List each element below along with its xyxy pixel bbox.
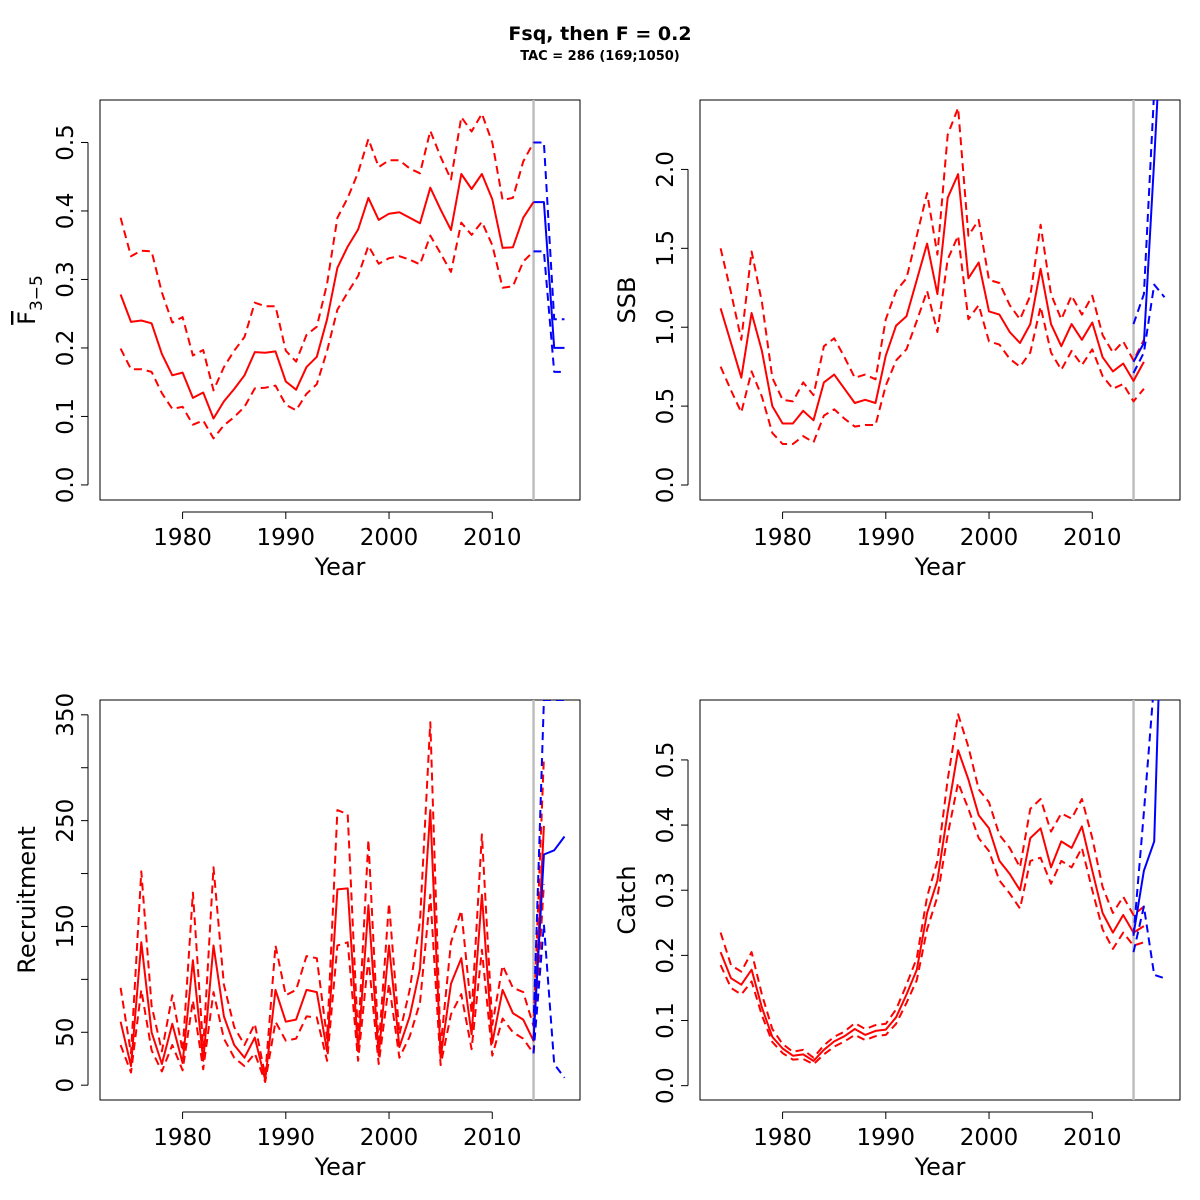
ssb-plot-frame <box>699 99 1181 501</box>
panel-recruitment: 1980 1990 2000 2010 Year 0 50 150 250 350 Recruitm… <box>13 693 581 1181</box>
recruitment-x-axis-label: Year <box>314 1153 366 1181</box>
catch-y-tick-label: 0.5 <box>653 742 679 779</box>
recruitment-x-tick-label: 1990 <box>257 1125 316 1151</box>
ssb-y-tick-label: 1.5 <box>653 230 679 267</box>
catch-x-tick-label: 1980 <box>753 1125 812 1151</box>
fbar-y-axis-label: F3−5 <box>13 275 47 325</box>
fbar-x-tick-label: 2000 <box>360 525 419 551</box>
fbar-x-tick-label: 1990 <box>257 525 316 551</box>
fbar-y-axis-label-main: F <box>13 311 41 325</box>
recruitment-series-projection-median <box>532 835 566 1041</box>
recruitment-plot-frame <box>99 699 581 1101</box>
catch-series-historic-upper <box>719 713 1145 1059</box>
catch-x-tick-label: 1990 <box>857 1125 916 1151</box>
ssb-y-tick-label: 0.5 <box>653 388 679 425</box>
ssb-x-tick-label: 2000 <box>960 525 1019 551</box>
ssb-y-tick-label: 0.0 <box>653 467 679 504</box>
fbar-y-tick-label: 0.1 <box>53 398 79 435</box>
fbar-y-tick-label: 0.4 <box>53 193 79 230</box>
ssb-y-tick-label: 1.0 <box>653 309 679 346</box>
recruitment-series-historic-upper <box>119 721 545 1077</box>
recruitment-y-axis-label: Recruitment <box>13 826 41 973</box>
recruitment-series-projection-upper <box>532 700 565 1026</box>
ssb-series-projection-lower <box>1132 283 1166 374</box>
fbar-plot-frame <box>99 99 581 501</box>
recruitment-series-historic-median <box>119 809 545 1081</box>
recruitment-y-tick-label: 350 <box>53 693 79 737</box>
figure-title: Fsq, then F = 0.2 <box>508 23 691 45</box>
ssb-series-historic-lower <box>719 234 1145 445</box>
recruitment-series-projection-lower <box>532 923 566 1079</box>
catch-y-tick-label: 0.1 <box>653 1002 679 1039</box>
panel-ssb: 1980 1990 2000 2010 Year 0.0 0.5 1.0 1.5 2.0 SSB <box>613 99 1181 581</box>
fbar-x-axis-label: Year <box>314 553 366 581</box>
catch-y-tick-label: 0.0 <box>653 1067 679 1104</box>
fbar-series-historic-upper <box>119 112 535 392</box>
fbar-y-tick-label: 0.5 <box>53 124 79 161</box>
ssb-x-tick-label: 2010 <box>1063 525 1122 551</box>
catch-x-axis-label: Year <box>914 1153 966 1181</box>
catch-x-tick-label: 2000 <box>960 1125 1019 1151</box>
recruitment-y-tick-label: 250 <box>53 799 79 843</box>
recruitment-x-tick-label: 2000 <box>360 1125 419 1151</box>
ssb-x-axis-label: Year <box>914 553 966 581</box>
fbar-series-projection-upper <box>533 141 565 321</box>
ssb-x-tick-label: 1980 <box>753 525 812 551</box>
recruitment-y-tick-label: 0 <box>53 1078 79 1093</box>
catch-y-tick-label: 0.3 <box>653 872 679 909</box>
catch-series-projection-lower <box>1132 905 1165 980</box>
catch-plot-frame <box>699 699 1181 1101</box>
catch-series-projection-upper <box>1132 700 1154 936</box>
fbar-series-projection-median <box>533 201 565 349</box>
recruitment-data-area <box>119 700 566 1100</box>
fbar-x-tick-label: 2010 <box>463 525 522 551</box>
fbar-x-tick-label: 1980 <box>153 525 212 551</box>
fbar-series-projection-lower <box>533 250 565 373</box>
catch-series-projection-median <box>1132 700 1160 935</box>
catch-data-area <box>719 700 1165 1100</box>
fbar-y-tick-label: 0.0 <box>53 467 79 504</box>
catch-series-historic-median <box>719 749 1145 1062</box>
ssb-series-historic-upper <box>719 106 1145 403</box>
fbar-data-area <box>119 100 565 500</box>
recruitment-x-tick-label: 2010 <box>463 1125 522 1151</box>
recruitment-y-tick-label: 150 <box>53 905 79 949</box>
ssb-series-projection-upper <box>1132 100 1155 325</box>
ssb-x-tick-label: 1990 <box>857 525 916 551</box>
figure-subtitle: TAC = 286 (169;1050) <box>520 49 679 64</box>
fbar-series-historic-median <box>119 173 535 420</box>
recruitment-y-tick-label: 50 <box>53 1018 79 1047</box>
catch-y-tick-label: 0.4 <box>653 807 679 844</box>
ssb-y-tick-label: 2.0 <box>653 151 679 188</box>
ssb-data-area <box>719 100 1166 500</box>
catch-y-tick-label: 0.2 <box>653 937 679 974</box>
fbar-y-tick-label: 0.2 <box>53 330 79 367</box>
catch-y-axis-label: Catch <box>613 865 641 934</box>
catch-x-tick-label: 2010 <box>1063 1125 1122 1151</box>
ssb-series-projection-median <box>1132 100 1159 363</box>
fbar-y-axis-label-sub: 3−5 <box>27 275 47 311</box>
panel-fbar: 1980 1990 2000 2010 Year 0.0 0.1 0.2 0.3 0.4 0.5 F3… <box>13 99 581 581</box>
recruitment-series-historic-lower <box>119 884 545 1083</box>
panels: 1980 1990 2000 2010Year0.00.10.20.30.40.5F3… <box>13 99 1181 1181</box>
ssb-y-axis-label: SSB <box>613 277 641 324</box>
catch-series-historic-lower <box>719 781 1145 1066</box>
ssb-series-historic-median <box>719 173 1145 425</box>
recruitment-x-tick-label: 1980 <box>153 1125 212 1151</box>
fbar-series-historic-lower <box>119 220 535 440</box>
panel-catch: 1980 1990 2000 2010 Year 0.0 0.1 0.2 0.3 0.4 0.5 Ca… <box>613 699 1181 1181</box>
fbar-y-tick-label: 0.3 <box>53 261 79 298</box>
